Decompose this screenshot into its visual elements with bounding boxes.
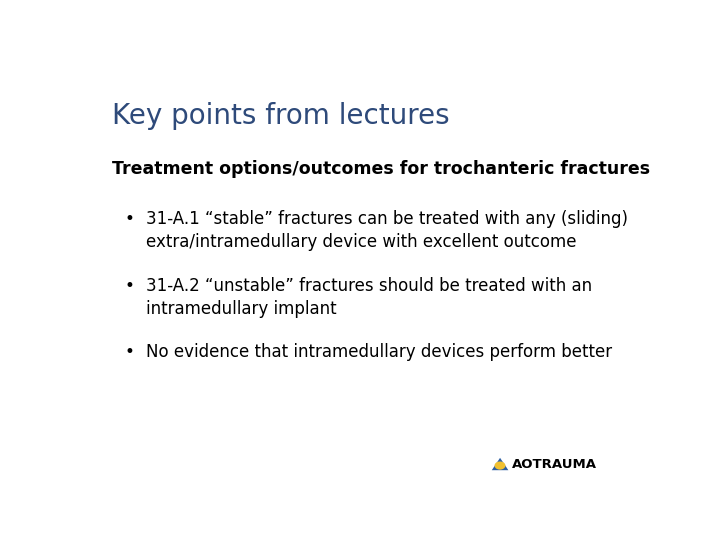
Text: •: • [124, 210, 134, 228]
Text: •: • [124, 343, 134, 361]
Text: AOTRAUMA: AOTRAUMA [512, 458, 598, 471]
Text: No evidence that intramedullary devices perform better: No evidence that intramedullary devices … [145, 343, 612, 361]
Circle shape [495, 462, 505, 470]
Text: Key points from lectures: Key points from lectures [112, 102, 450, 130]
Text: 31-A.1 “stable” fractures can be treated with any (sliding)
extra/intramedullary: 31-A.1 “stable” fractures can be treated… [145, 210, 628, 251]
Polygon shape [492, 458, 508, 470]
Text: Treatment options/outcomes for trochanteric fractures: Treatment options/outcomes for trochante… [112, 160, 650, 178]
Text: 31-A.2 “unstable” fractures should be treated with an
intramedullary implant: 31-A.2 “unstable” fractures should be tr… [145, 277, 592, 318]
Text: •: • [124, 277, 134, 295]
